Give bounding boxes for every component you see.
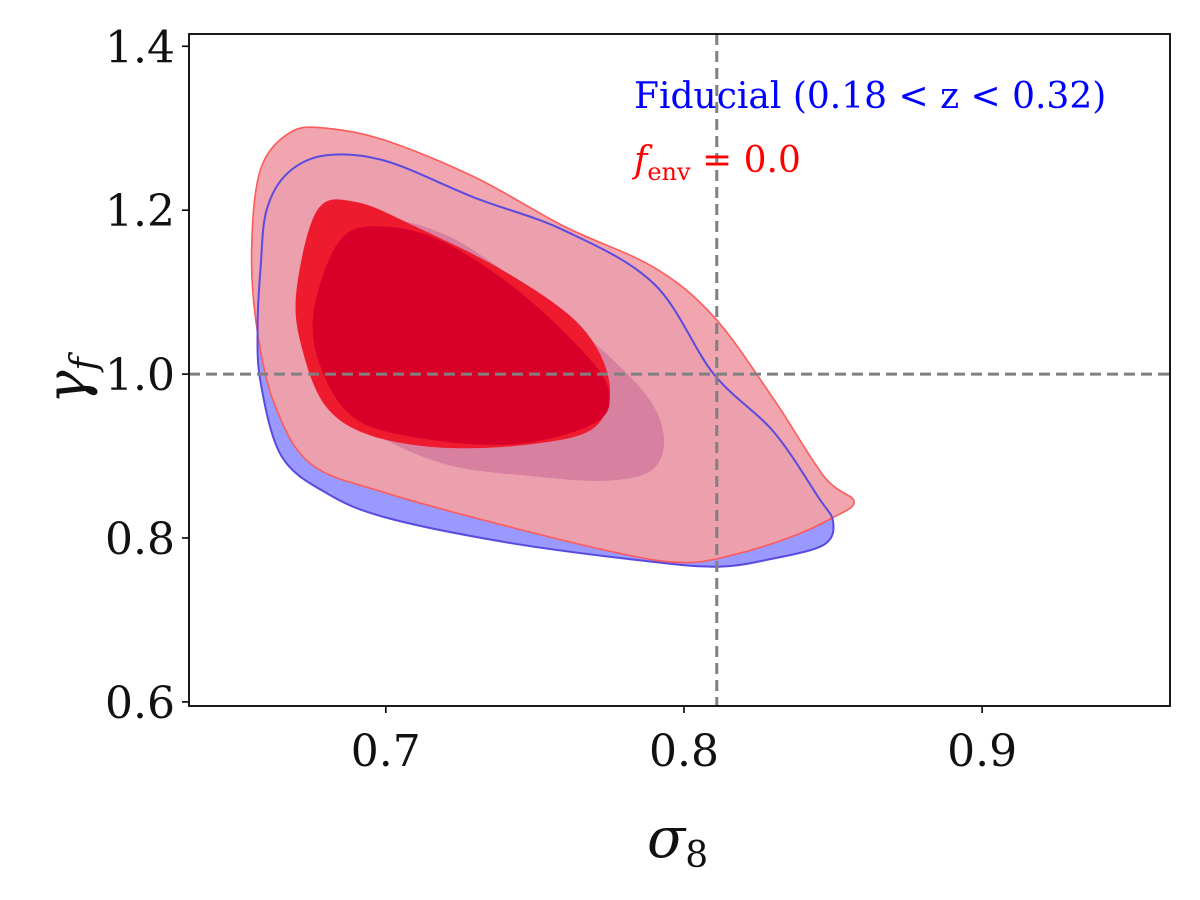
- y-tick-label: 1.0: [105, 350, 175, 401]
- fiducial-95-contour: [256, 153, 835, 568]
- y-tick-label: 0.6: [105, 678, 175, 729]
- y-tick-label: 1.2: [105, 186, 175, 237]
- plot-frame: [188, 33, 1171, 707]
- y-tick-label: 0.8: [105, 514, 175, 565]
- overlap-68-core: [312, 226, 610, 445]
- legend-fenv-sub: env: [647, 158, 691, 186]
- x-tick-label: 0.8: [649, 726, 719, 777]
- fiducial-lines: [189, 34, 1170, 706]
- y-tick-label: 1.4: [105, 22, 175, 73]
- x-tick-label: 0.7: [351, 726, 421, 777]
- y-axis-ticks: 0.6 0.8 1.0 1.2 1.4: [105, 22, 189, 729]
- legend-fiducial-label: Fiducial (0.18 < z < 0.32): [634, 76, 1106, 117]
- x-axis-ticks: 0.7 0.8 0.9: [351, 706, 1017, 777]
- legend-fenv-value: = 0.0: [691, 140, 801, 181]
- x-tick-label: 0.9: [947, 726, 1017, 777]
- contour-layer: [250, 126, 855, 568]
